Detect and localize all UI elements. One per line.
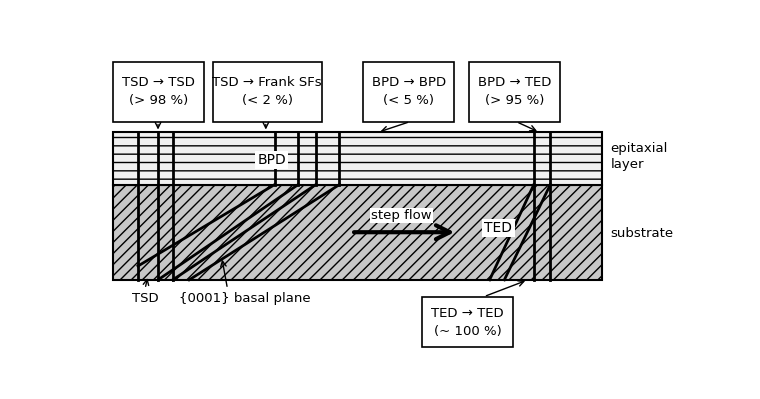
Text: BPD → TED
(> 95 %): BPD → TED (> 95 %)	[478, 76, 551, 107]
Text: BPD: BPD	[258, 153, 286, 167]
Text: TSD → Frank SFs
(< 2 %): TSD → Frank SFs (< 2 %)	[213, 76, 322, 107]
Text: BPD → BPD
(< 5 %): BPD → BPD (< 5 %)	[372, 76, 445, 107]
Text: epitaxial
layer: epitaxial layer	[610, 142, 668, 172]
Text: TSD → TSD
(> 98 %): TSD → TSD (> 98 %)	[122, 76, 195, 107]
Bar	[422, 297, 513, 348]
Bar	[469, 62, 560, 122]
Text: TED → TED
(~ 100 %): TED → TED (~ 100 %)	[431, 306, 504, 338]
Text: substrate: substrate	[610, 227, 673, 240]
Bar	[112, 185, 602, 280]
Text: TSD: TSD	[131, 292, 158, 305]
Text: {0001} basal plane: {0001} basal plane	[179, 292, 311, 305]
Bar	[213, 62, 321, 122]
Bar	[363, 62, 454, 122]
Text: TED: TED	[484, 221, 512, 235]
Bar	[112, 132, 602, 185]
Text: step flow: step flow	[371, 209, 432, 222]
Bar	[112, 62, 204, 122]
